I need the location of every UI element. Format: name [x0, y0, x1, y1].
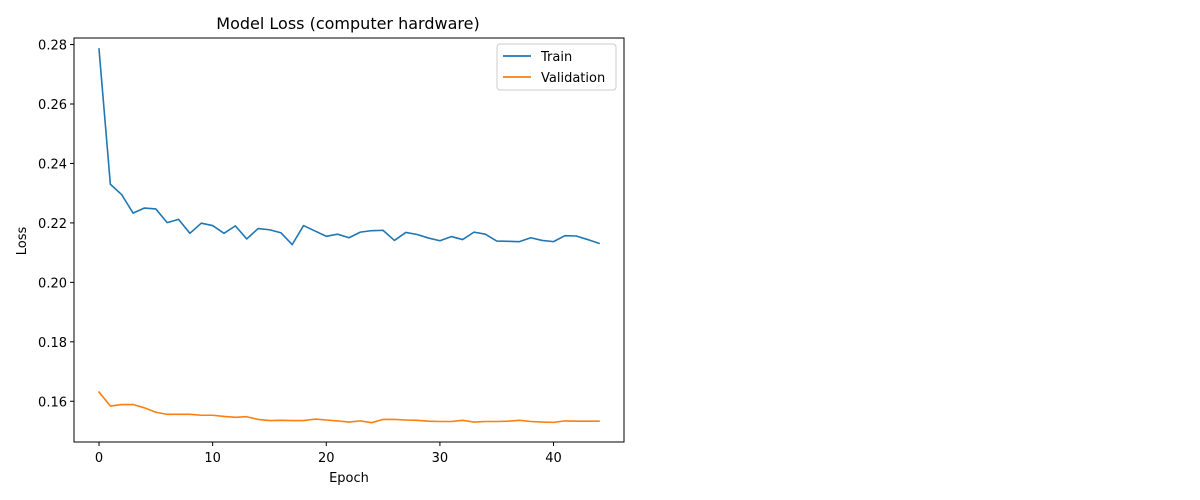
y-tick-label: 0.18 [38, 336, 67, 351]
y-tick-label: 0.22 [38, 217, 67, 232]
x-tick-label: 10 [204, 451, 221, 466]
x-axis-label: Epoch [329, 471, 369, 486]
y-tick-label: 0.16 [38, 395, 67, 410]
legend-label-train: Train [540, 50, 572, 65]
y-tick-label: 0.26 [38, 98, 67, 113]
x-tick-label: 20 [318, 451, 335, 466]
plot-frame [73, 37, 625, 443]
series-lines [97, 48, 601, 424]
x-tick-label: 40 [545, 451, 562, 466]
x-axis-ticks: 0 10 20 30 40 [95, 442, 562, 466]
x-tick-label: 0 [95, 451, 103, 466]
chart-title: Model Loss (computer hardware) [216, 14, 479, 33]
x-tick-label: 30 [432, 451, 449, 466]
y-axis-ticks: 0.16 0.18 0.20 0.22 0.24 0.26 0.28 [38, 39, 74, 410]
series-line-validation [97, 390, 600, 424]
y-tick-label: 0.28 [38, 39, 67, 54]
y-axis-label: Loss [15, 227, 30, 256]
y-tick-label: 0.20 [38, 276, 67, 291]
series-line-train [98, 48, 601, 246]
legend-label-validation: Validation [541, 71, 605, 86]
y-tick-label: 0.24 [38, 157, 67, 172]
legend: Train Validation [496, 43, 617, 91]
